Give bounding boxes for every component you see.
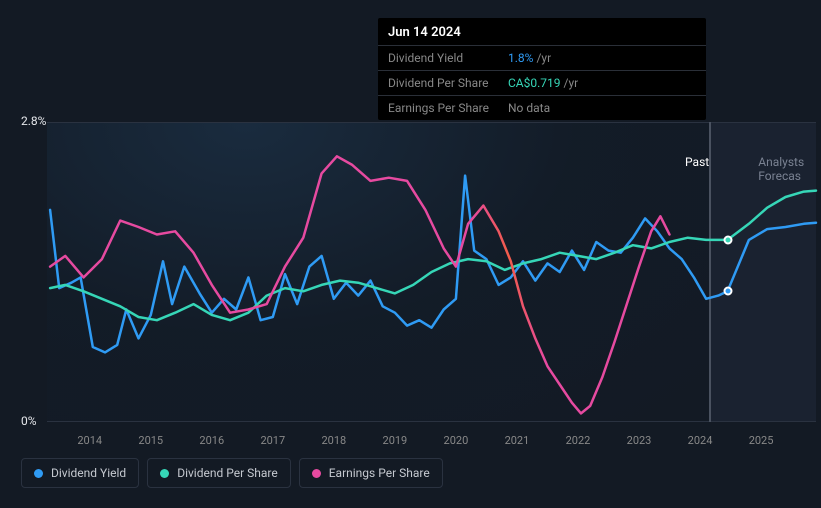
legend: Dividend Yield Dividend Per Share Earnings… [21,458,443,488]
legend-item[interactable]: Dividend Yield [21,458,139,488]
x-axis-label: 2017 [260,434,285,447]
tooltip-row-label: Dividend Per Share [388,76,508,90]
legend-item[interactable]: Earnings Per Share [299,458,443,488]
x-axis-label: 2022 [566,434,591,447]
forecast-label: Analysts Forecas [758,155,816,183]
legend-label: Dividend Per Share [177,466,278,480]
tooltip-row-label: Earnings Per Share [388,101,508,115]
series-line [50,191,816,321]
tooltip-row-value: 1.8% [508,51,533,65]
legend-item[interactable]: Dividend Per Share [147,458,291,488]
x-axis-label: 2015 [138,434,163,447]
y-axis-label: 2.8% [21,114,46,128]
tooltip-row: Earnings Per ShareNo data [378,95,706,120]
tooltip-row-value: CA$0.719 [508,76,561,90]
tooltip-row-suffix: /yr [536,51,551,65]
series-endpoint [723,287,732,296]
x-axis-label: 2025 [749,434,774,447]
x-axis-label: 2023 [627,434,652,447]
x-axis-label: 2020 [444,434,469,447]
series-line [50,156,669,413]
legend-label: Dividend Yield [51,466,126,480]
y-axis-label: 0% [21,414,37,428]
tooltip-row: Dividend Yield1.8%/yr [378,45,706,70]
series-line [50,176,816,353]
x-axis-label: 2016 [199,434,224,447]
legend-dot [160,469,169,478]
plot-area[interactable]: Past Analysts Forecas [47,122,816,422]
tooltip-row-value: No data [508,101,550,115]
past-label: Past [685,155,709,169]
legend-dot [34,469,43,478]
x-axis-label: 2014 [77,434,102,447]
hover-tooltip: Jun 14 2024 Dividend Yield1.8%/yrDividen… [378,18,706,120]
tooltip-date: Jun 14 2024 [378,18,706,45]
x-axis-label: 2024 [688,434,713,447]
x-axis-label: 2019 [383,434,408,447]
tooltip-row: Dividend Per ShareCA$0.719/yr [378,70,706,95]
tooltip-row-suffix: /yr [564,76,579,90]
series-endpoint [723,235,732,244]
tooltip-row-label: Dividend Yield [388,51,508,65]
x-axis-label: 2021 [505,434,530,447]
chart-container: 0% 2.8% Past Analysts Forecas 2014 2015 2016… [0,102,821,450]
x-axis-label: 2018 [321,434,346,447]
legend-label: Earnings Per Share [329,466,430,480]
legend-dot [312,469,321,478]
